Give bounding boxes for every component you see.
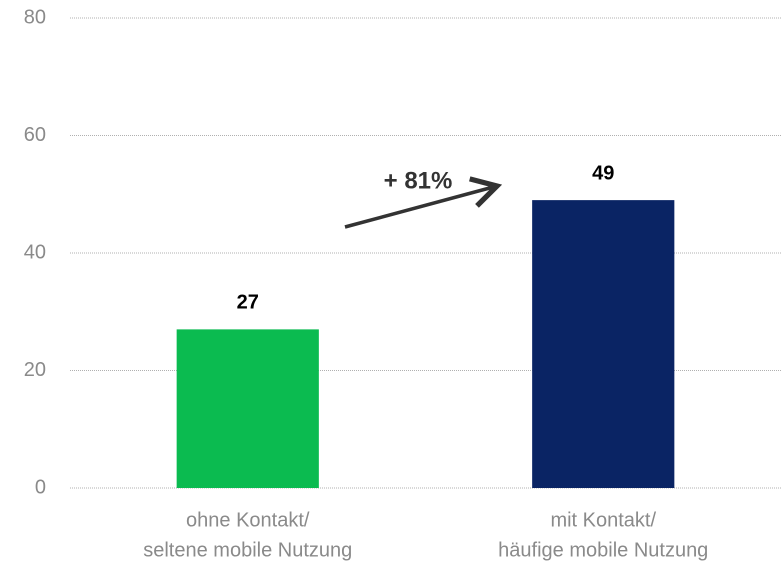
annotation: + 81% bbox=[384, 167, 453, 194]
bar bbox=[176, 329, 319, 488]
x-tick-label: seltene mobile Nutzung bbox=[143, 539, 352, 561]
x-tick-label: mit Kontakt/ bbox=[550, 509, 656, 531]
bar bbox=[532, 200, 675, 488]
y-tick-label: 20 bbox=[24, 359, 46, 381]
y-tick-label: 80 bbox=[24, 6, 46, 28]
y-tick-label: 60 bbox=[24, 124, 46, 146]
value-label: 27 bbox=[237, 292, 259, 314]
value-label: 49 bbox=[592, 162, 614, 184]
x-tick-label: ohne Kontakt/ bbox=[186, 509, 310, 531]
y-tick-label: 0 bbox=[35, 476, 46, 498]
annotation-arrow bbox=[344, 176, 503, 229]
x-tick-label: häufige mobile Nutzung bbox=[498, 539, 708, 561]
y-tick-label: 40 bbox=[24, 241, 46, 263]
